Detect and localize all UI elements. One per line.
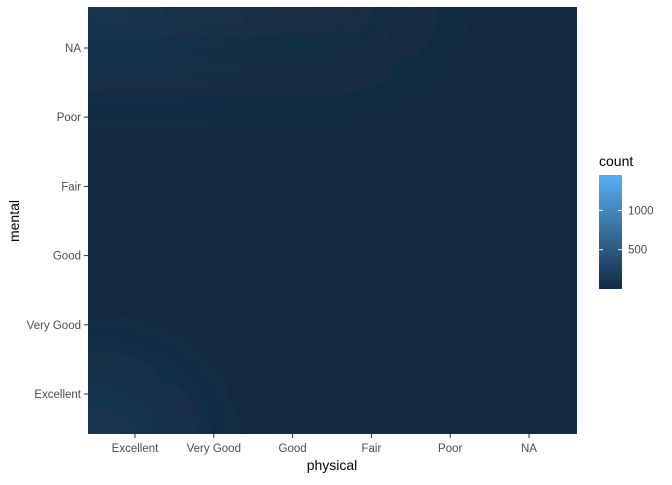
legend-title: count: [599, 153, 633, 169]
y-tick-label: Fair: [61, 181, 81, 193]
y-tick-label: Poor: [57, 112, 81, 124]
x-tick-label: NA: [521, 443, 537, 455]
x-tick-label: Poor: [438, 443, 462, 455]
y-axis-title: mental: [6, 200, 22, 242]
x-tick-label: Excellent: [112, 443, 159, 455]
density-cell: [241, 7, 422, 68]
legend-colorbar: [599, 175, 622, 289]
y-axis-ticks: Excellent Very Good Good Fair Poor NA: [27, 43, 88, 401]
y-tick-label: Very Good: [27, 320, 81, 332]
density-cell: [88, 374, 185, 434]
x-axis-ticks: Excellent Very Good Good Fair Poor NA: [112, 434, 537, 455]
legend-break-label: 1000: [628, 205, 654, 217]
y-tick-label: NA: [65, 43, 81, 55]
y-tick-label: Good: [53, 251, 81, 263]
density-raster: [88, 7, 577, 434]
color-legend: count 500 1000: [599, 153, 654, 289]
x-axis-title: physical: [307, 457, 358, 473]
y-tick-label: Excellent: [34, 389, 81, 401]
legend-break-label: 500: [628, 245, 647, 257]
x-tick-label: Good: [279, 443, 307, 455]
density-raster-base: [88, 7, 577, 434]
x-tick-label: Very Good: [187, 443, 241, 455]
x-tick-label: Fair: [361, 443, 381, 455]
